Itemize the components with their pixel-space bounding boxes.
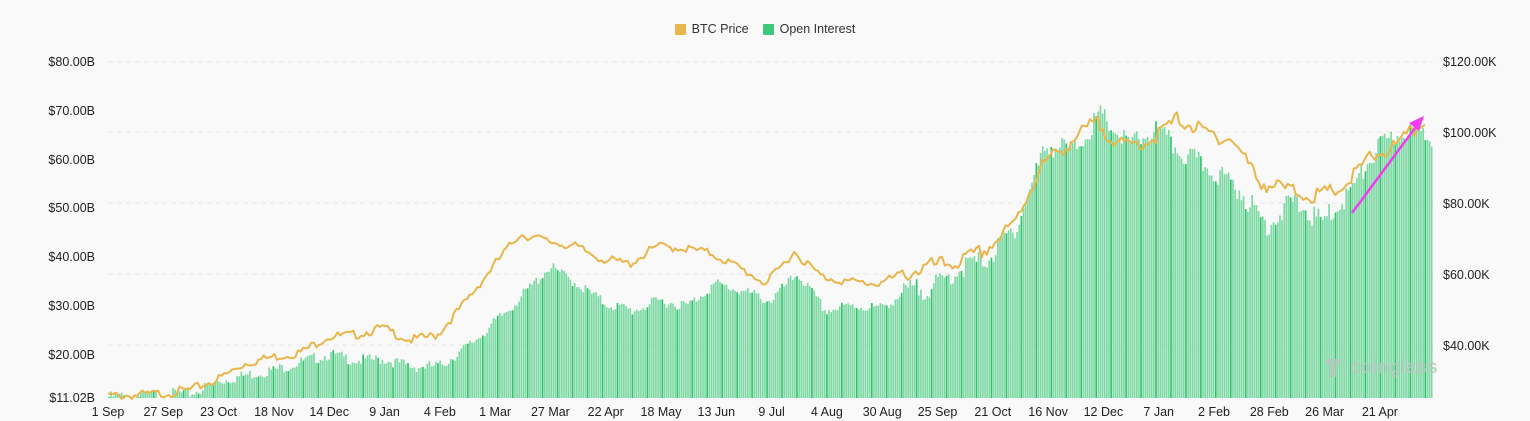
legend-item-open-interest[interactable]: Open Interest	[762, 22, 856, 36]
y-right-tick-label: $120.00K	[1443, 55, 1497, 69]
coinglass-logo-icon	[1325, 359, 1341, 377]
x-tick-label: 21 Oct	[974, 405, 1012, 419]
y-right-tick-label: $40.00K	[1443, 338, 1490, 353]
x-tick-label: 22 Apr	[587, 405, 624, 419]
y-left-tick-label: $11.02B	[49, 391, 95, 405]
y-left-tick-label: $60.00B	[48, 152, 95, 167]
x-tick-label: 4 Feb	[423, 405, 456, 419]
legend-item-btc-price[interactable]: BTC Price	[674, 22, 749, 36]
chart-legend: BTC Price Open Interest	[0, 22, 1530, 36]
legend-label-open-interest: Open Interest	[779, 22, 856, 36]
open-interest-bars	[108, 105, 1433, 399]
x-tick-label: 12 Dec	[1083, 405, 1124, 419]
x-tick-label: 14 Dec	[309, 405, 349, 419]
y-left-tick-label: $30.00B	[48, 298, 95, 313]
y-left-tick-label: $40.00B	[48, 250, 95, 264]
x-tick-label: 1 Sep	[91, 405, 125, 419]
gridlines	[108, 61, 1433, 346]
y-left-tick-label: $80.00B	[48, 55, 95, 69]
x-tick-label: 18 May	[640, 405, 682, 419]
x-tick-label: 23 Oct	[200, 405, 238, 419]
x-tick-label: 30 Aug	[862, 405, 902, 419]
x-tick-label: 18 Nov	[254, 405, 294, 419]
x-tick-label: 4 Aug	[810, 405, 843, 419]
y-right-tick-label: $60.00K	[1443, 267, 1490, 282]
y-right-tick-label: $80.00K	[1443, 196, 1490, 211]
y-left-tick-label: $70.00B	[48, 103, 95, 118]
open-interest-swatch-icon	[762, 23, 774, 35]
x-tick-label: 21 Apr	[1361, 405, 1398, 419]
x-tick-label: 9 Jan	[369, 405, 400, 419]
x-tick-label: 27 Mar	[530, 405, 570, 419]
coinglass-watermark: coinglass	[1322, 356, 1438, 380]
x-tick-label: 9 Jul	[758, 405, 785, 419]
legend-label-btc-price: BTC Price	[691, 22, 749, 36]
x-tick-label: 16 Nov	[1028, 405, 1068, 419]
y-left-tick-label: $20.00B	[48, 347, 95, 362]
watermark-text: coinglass	[1350, 357, 1438, 378]
x-tick-label: 2 Feb	[1198, 405, 1230, 419]
x-tick-label: 7 Jan	[1143, 405, 1174, 419]
trend-arrow-icon	[1350, 116, 1424, 214]
btc-price-swatch-icon	[674, 23, 686, 35]
x-tick-label: 25 Sep	[917, 405, 958, 419]
x-tick-label: 1 Mar	[479, 405, 512, 419]
x-tick-label: 26 Mar	[1305, 405, 1345, 419]
btc-price-line	[107, 111, 1426, 401]
y-right-tick-label: $100.00K	[1443, 125, 1497, 140]
x-tick-label: 13 Jun	[697, 405, 736, 419]
x-tick-label: 28 Feb	[1249, 405, 1289, 419]
x-tick-label: 27 Sep	[143, 405, 184, 419]
y-left-tick-label: $50.00B	[48, 201, 95, 216]
